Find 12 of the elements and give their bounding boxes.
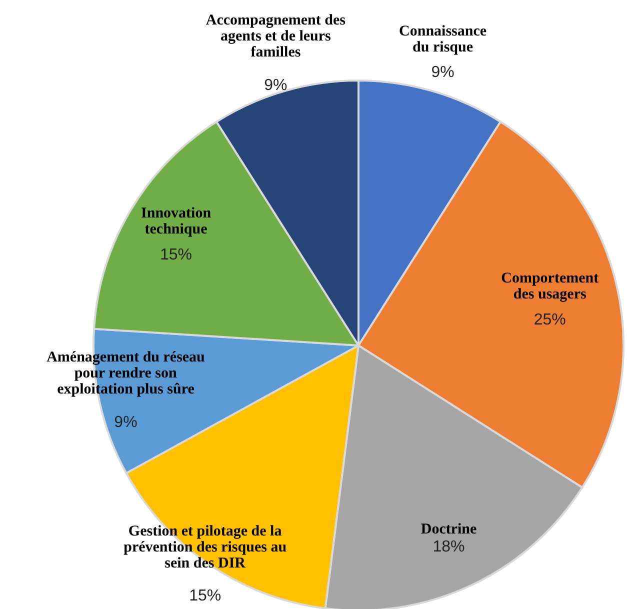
slice-label: Innovation technique xyxy=(141,206,212,238)
slice-label: Accompagnement des agents et de leurs familles xyxy=(206,12,346,60)
data-label: 15% xyxy=(160,246,192,264)
data-label: 9% xyxy=(431,64,454,82)
data-label: 18% xyxy=(432,538,465,556)
slice-label: Connaissance du risque xyxy=(399,23,487,56)
slice-label: Doctrine xyxy=(420,521,478,538)
data-label: 9% xyxy=(114,414,138,431)
data-label: 9% xyxy=(264,76,288,94)
slice-label: Comportement des usagers xyxy=(501,270,599,303)
data-label: 15% xyxy=(189,588,222,605)
data-label: 25% xyxy=(534,311,566,328)
